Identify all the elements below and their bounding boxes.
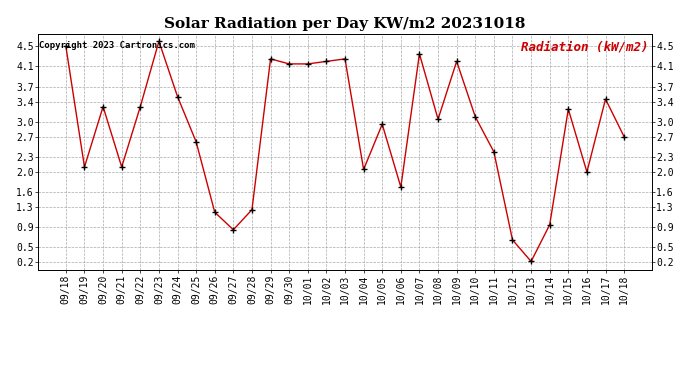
Text: Radiation (kW/m2): Radiation (kW/m2) [522,41,649,54]
Text: Copyright 2023 Cartronics.com: Copyright 2023 Cartronics.com [39,41,195,50]
Title: Solar Radiation per Day KW/m2 20231018: Solar Radiation per Day KW/m2 20231018 [164,17,526,31]
